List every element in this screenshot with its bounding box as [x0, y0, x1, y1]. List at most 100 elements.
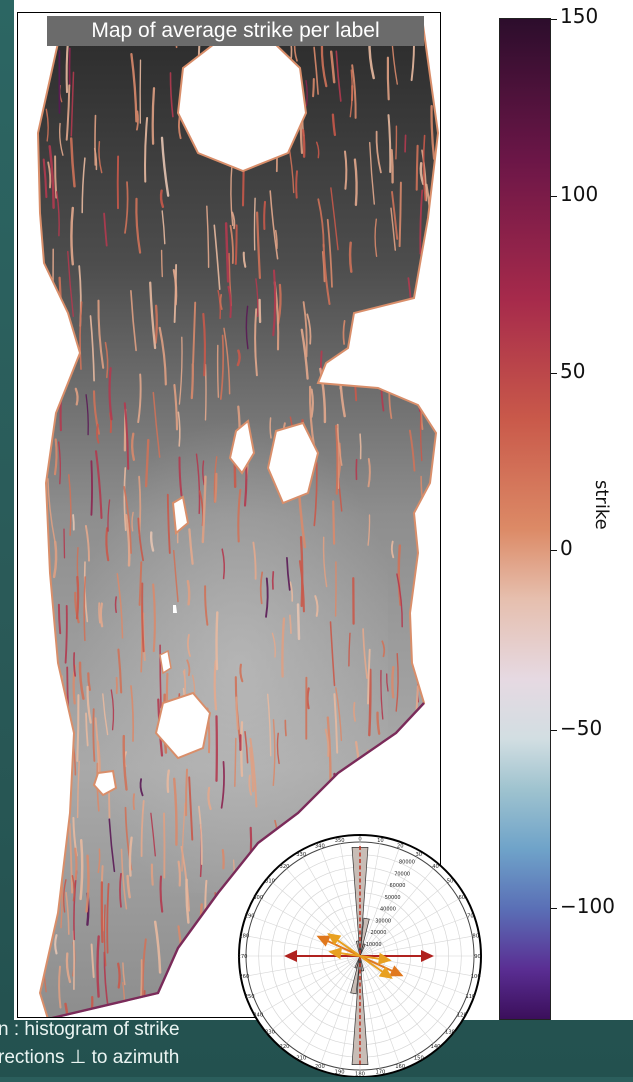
fault-trace: [416, 751, 419, 785]
fault-trace: [298, 605, 299, 639]
fault-trace: [205, 881, 206, 931]
fault-trace: [103, 1011, 105, 1018]
rose-angle-label: 50: [447, 878, 454, 884]
fault-trace: [179, 862, 180, 886]
fault-trace: [93, 709, 94, 761]
fault-trace: [187, 962, 188, 987]
rose-angle-label: 230: [265, 1029, 275, 1035]
fault-trace: [75, 849, 76, 880]
fault-trace: [223, 850, 224, 868]
fault-trace: [144, 991, 145, 1018]
fault-trace: [433, 607, 435, 631]
fault-trace: [46, 753, 47, 813]
rose-angle-label: 100: [471, 974, 481, 980]
fault-trace: [192, 364, 193, 398]
fault-trace: [417, 146, 418, 190]
rose-angle-label: 110: [465, 994, 475, 1000]
colorbar-tick-label: −50: [560, 718, 602, 738]
fault-trace: [48, 710, 51, 755]
rose-angle-label: 200: [315, 1064, 325, 1070]
fault-trace: [43, 486, 45, 523]
rose-angle-label: 210: [296, 1056, 306, 1062]
fault-trace: [97, 937, 98, 997]
fault-trace: [415, 751, 422, 813]
fault-trace: [56, 784, 59, 849]
fault-trace: [426, 579, 427, 628]
rose-angle-label: 220: [280, 1044, 290, 1050]
colorbar-tick-label: 150: [560, 6, 598, 26]
caption-line-1: n : histogram of strike: [0, 1019, 180, 1041]
fault-trace: [412, 319, 415, 384]
fault-trace: [95, 116, 96, 166]
fault-trace: [215, 474, 216, 502]
fault-trace: [386, 748, 391, 810]
colorbar-tick: [551, 730, 557, 731]
rose-angle-label: 180: [355, 1071, 365, 1077]
rose-angle-label: 330: [296, 852, 306, 858]
fault-trace: [156, 306, 157, 343]
rose-radial-label: 20000: [371, 930, 387, 936]
fault-trace: [296, 171, 297, 198]
colorbar-tick-label: 100: [560, 184, 598, 204]
fault-trace: [368, 750, 371, 816]
fault-trace: [396, 787, 398, 802]
rose-radial-label: 50000: [385, 895, 401, 901]
fault-trace: [303, 130, 304, 156]
colorbar-tick: [551, 196, 557, 197]
rose-angle-label: 170: [375, 1070, 385, 1076]
fault-trace: [236, 225, 237, 264]
rose-angle-label: 310: [265, 878, 275, 884]
fault-trace: [216, 970, 218, 1002]
fault-trace: [73, 515, 74, 530]
fault-trace: [188, 581, 189, 604]
fault-trace: [433, 225, 434, 277]
fault-trace: [218, 346, 219, 398]
fault-trace: [162, 251, 163, 277]
fault-trace: [77, 577, 78, 618]
fault-trace: [336, 426, 337, 494]
rose-angle-label: 260: [239, 974, 249, 980]
fault-trace: [384, 334, 386, 354]
rose-angle-label: 280: [239, 933, 249, 939]
rose-angle-label: 150: [414, 1056, 424, 1062]
rose-angle-label: 80: [472, 933, 479, 939]
rose-angle-label: 290: [245, 914, 255, 920]
rose-angle-label: 60: [458, 895, 465, 901]
fault-trace: [92, 997, 93, 1016]
colorbar-label: strike: [591, 480, 612, 530]
fault-trace: [228, 944, 230, 975]
fault-trace: [388, 58, 389, 100]
fault-trace: [423, 754, 425, 784]
colorbar-tick-label: 50: [560, 361, 585, 381]
fault-trace: [198, 924, 199, 964]
rose-angle-label: 190: [335, 1070, 345, 1076]
fault-trace: [61, 383, 62, 430]
fault-trace: [116, 597, 117, 612]
fault-trace: [401, 763, 406, 820]
fault-trace: [134, 794, 135, 809]
fault-trace: [428, 307, 429, 359]
fault-trace: [350, 243, 351, 272]
fault-trace: [260, 300, 261, 322]
colorbar-tick-label: −100: [560, 896, 615, 916]
fault-trace: [49, 661, 50, 676]
fault-trace: [102, 882, 103, 942]
colorbar-tick: [551, 908, 557, 909]
rose-radial-label: 30000: [375, 918, 391, 924]
colorbar-tick: [551, 373, 557, 374]
fault-trace: [335, 774, 339, 828]
rose-angle-label: 160: [395, 1064, 405, 1070]
rose-angle-label: 270: [238, 954, 248, 960]
fault-trace: [290, 615, 291, 633]
fault-trace: [392, 150, 393, 182]
fault-trace: [352, 774, 355, 832]
rose-angle-label: 340: [315, 843, 325, 849]
fault-trace: [71, 208, 72, 264]
rose-angle-label: 140: [431, 1044, 441, 1050]
rose-angle-label: 30: [415, 852, 422, 858]
fault-trace: [389, 750, 393, 793]
fault-trace: [419, 360, 420, 375]
colorbar-tick-label: 0: [560, 538, 573, 558]
fault-trace: [57, 750, 59, 810]
fault-trace: [206, 365, 207, 420]
